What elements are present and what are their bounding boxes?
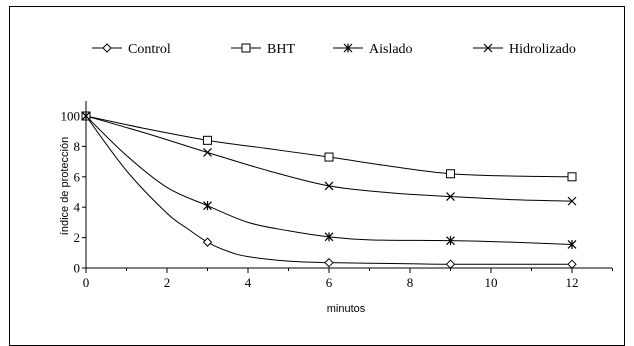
legend-entry-hidrolizado: Hidrolizado (473, 42, 576, 57)
data-point-bht (203, 135, 212, 145)
axes (85, 101, 612, 269)
data-point-aislado (324, 232, 334, 242)
data-point-control (567, 259, 577, 269)
data-point-bht (446, 169, 455, 179)
data-point-control (202, 237, 213, 247)
series-line-aislado (85, 115, 573, 245)
line-chart: Control BHT Aislado Hidrolizado 0 2 4 6 8 100 0 2… (59, 42, 613, 315)
series-line-bht (85, 115, 573, 178)
x-tick-label: 4 (245, 275, 252, 290)
data-point-hidrolizado (567, 196, 577, 206)
x-tick-label: 12 (566, 275, 579, 290)
x-tick-label: 0 (83, 275, 90, 290)
data-point-hidrolizado (81, 111, 91, 121)
data-point-aislado (446, 236, 455, 246)
legend-label-aislado: Aislado (369, 42, 413, 57)
data-point-aislado (567, 239, 577, 249)
data-point-hidrolizado (446, 192, 455, 201)
y-tick-label: 0 (74, 261, 81, 276)
x-tick-label: 6 (326, 275, 333, 290)
legend-label-bht: BHT (267, 42, 295, 57)
y-tick-label: 100 (61, 109, 81, 124)
x-tick-label: 2 (164, 275, 171, 290)
legend-entry-aislado: Aislado (333, 42, 413, 57)
legend-entry-control: Control (92, 42, 171, 57)
y-tick-label: 6 (74, 169, 81, 184)
data-point-control (324, 257, 334, 268)
legend-label-control: Control (128, 42, 171, 57)
x-axis-title: minutos (327, 303, 366, 315)
y-tick-label: 8 (74, 139, 81, 154)
data-point-control (445, 259, 456, 269)
legend-entry-bht: BHT (231, 42, 295, 57)
y-tick-label: 2 (74, 230, 81, 245)
data-point-bht (567, 172, 577, 182)
series-line-control (85, 115, 573, 265)
x-ticks: 0 2 4 6 8 10 12 (83, 268, 613, 290)
data-point-hidrolizado (324, 181, 334, 191)
y-axis-title: índice de protección (59, 137, 71, 235)
x-tick-label: 8 (407, 275, 414, 290)
data-point-hidrolizado (203, 148, 212, 157)
legend-marker-aislado (343, 43, 353, 53)
y-tick-label: 4 (74, 200, 81, 215)
data-point-aislado (203, 201, 212, 211)
legend-label-hidrolizado: Hidrolizado (509, 42, 576, 57)
legend-marker-bht (241, 43, 251, 53)
series-lines (85, 115, 573, 265)
series-markers (81, 111, 577, 269)
legend-marker-control (102, 43, 112, 53)
data-point-bht (324, 152, 334, 162)
legend-marker-hidrolizado (483, 43, 493, 53)
x-tick-label: 10 (485, 275, 498, 290)
legend: Control BHT Aislado Hidrolizado (92, 42, 576, 57)
